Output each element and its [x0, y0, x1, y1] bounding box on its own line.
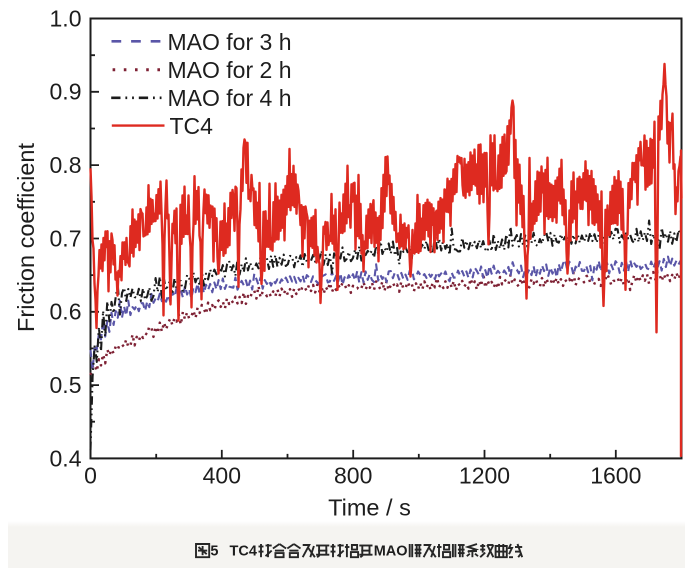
svg-text:0.8: 0.8: [50, 152, 82, 178]
svg-text:MAO for 3 h: MAO for 3 h: [168, 29, 292, 55]
svg-text:Time / s: Time / s: [328, 495, 411, 521]
svg-text:TC4: TC4: [170, 113, 214, 139]
svg-text:MAO for 4 h: MAO for 4 h: [168, 85, 292, 111]
svg-text:TC4: TC4: [230, 544, 257, 560]
svg-text:1600: 1600: [590, 463, 641, 489]
svg-text:1.0: 1.0: [50, 5, 82, 31]
svg-text:Friction coefficient: Friction coefficient: [13, 143, 39, 332]
svg-text:0.6: 0.6: [50, 299, 82, 325]
svg-text:800: 800: [334, 463, 372, 489]
svg-text:5: 5: [210, 544, 218, 560]
svg-text:400: 400: [203, 463, 241, 489]
svg-text:0.9: 0.9: [50, 79, 82, 105]
svg-text:MAO: MAO: [374, 544, 408, 560]
svg-text:0.7: 0.7: [50, 225, 82, 251]
svg-text:0: 0: [84, 463, 97, 489]
svg-text:MAO for 2 h: MAO for 2 h: [168, 57, 292, 83]
svg-text:0.4: 0.4: [50, 445, 82, 471]
svg-text:1200: 1200: [459, 463, 510, 489]
svg-text:0.5: 0.5: [50, 372, 82, 398]
